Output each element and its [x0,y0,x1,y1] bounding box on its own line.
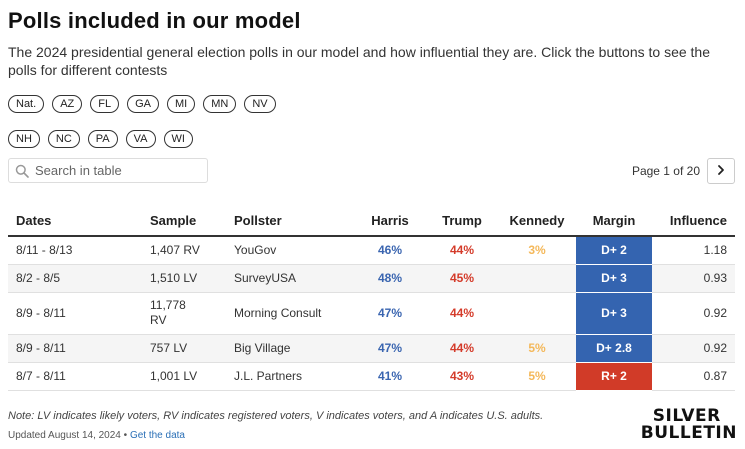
column-header-sample[interactable]: Sample [142,205,226,237]
page-title: Polls included in our model [8,8,301,33]
cell-pollster: J.L. Partners [226,362,354,391]
cell-dates: 8/9 - 8/11 [8,334,142,363]
cell-kennedy: 5% [498,334,576,363]
contest-buttons-row-2: NH NC PA VA WI [8,130,193,148]
logo-line-1: SILVER [652,406,721,426]
cell-pollster: Big Village [226,334,354,363]
footnote: Note: LV indicates likely voters, RV ind… [8,410,544,422]
cell-dates: 8/7 - 8/11 [8,362,142,391]
cell-sample: 1,407 RV [142,236,226,265]
cell-influence: 1.18 [652,236,735,265]
next-page-button[interactable] [707,158,735,184]
contest-button-fl[interactable]: FL [90,95,120,113]
table-row: 8/2 - 8/5 1,510 LV SurveyUSA 48% 45% D+ … [8,264,735,293]
contest-button-ga[interactable]: GA [127,95,159,113]
contest-button-wi[interactable]: WI [163,130,193,148]
table-row: 8/11 - 8/13 1,407 RV YouGov 46% 44% 3% D… [8,236,735,265]
cell-pollster: SurveyUSA [226,264,354,293]
cell-harris: 47% [354,292,426,335]
cell-margin: D+ 2.8 [576,334,652,363]
cell-kennedy: 3% [498,236,576,265]
cell-harris: 48% [354,264,426,293]
cell-sample: 1,001 LV [142,362,226,391]
contest-button-mi[interactable]: MI [167,95,196,113]
table-search [8,158,208,183]
page-indicator: Page 1 of 20 [631,164,700,178]
cell-influence: 0.92 [652,292,735,335]
column-header-margin[interactable]: Margin [576,205,652,237]
table-row: 8/9 - 8/11 11,778 RV Morning Consult 47%… [8,292,735,335]
contest-button-mn[interactable]: MN [203,95,237,113]
polls-table: Dates Sample Pollster Harris Trump Kenne… [8,205,735,391]
cell-pollster: YouGov [226,236,354,265]
cell-margin: D+ 3 [576,264,652,293]
updated-line: Updated August 14, 2024 • Get the data [8,430,185,441]
cell-influence: 0.87 [652,362,735,391]
chevron-right-icon [716,164,726,179]
cell-dates: 8/11 - 8/13 [8,236,142,265]
cell-dates: 8/2 - 8/5 [8,264,142,293]
contest-button-nat[interactable]: Nat. [8,95,45,113]
separator: • [120,430,130,441]
pagination: Page 1 of 20 [632,158,735,184]
cell-sample: 11,778 RV [142,292,226,335]
contest-button-nv[interactable]: NV [244,95,276,113]
get-data-link[interactable]: Get the data [129,430,185,441]
table-header-row: Dates Sample Pollster Harris Trump Kenne… [8,205,735,237]
cell-trump: 44% [426,334,498,363]
cell-influence: 0.93 [652,264,735,293]
search-icon [9,164,35,178]
contest-button-az[interactable]: AZ [52,95,83,113]
cell-margin: D+ 3 [576,292,652,335]
column-header-harris[interactable]: Harris [354,205,426,237]
cell-harris: 47% [354,334,426,363]
cell-pollster: Morning Consult [226,292,354,335]
contest-button-va[interactable]: VA [125,130,156,148]
cell-influence: 0.92 [652,334,735,363]
cell-sample: 757 LV [142,334,226,363]
column-header-pollster[interactable]: Pollster [226,205,354,237]
cell-dates: 8/9 - 8/11 [8,292,142,335]
cell-trump: 44% [426,236,498,265]
cell-harris: 41% [354,362,426,391]
page-subtitle: The 2024 presidential general election p… [8,44,710,78]
cell-kennedy: 5% [498,362,576,391]
updated-date: Updated August 14, 2024 [8,430,121,441]
cell-harris: 46% [354,236,426,265]
cell-margin: D+ 2 [576,236,652,265]
cell-trump: 44% [426,292,498,335]
table-row: 8/9 - 8/11 757 LV Big Village 47% 44% 5%… [8,334,735,363]
column-header-dates[interactable]: Dates [8,205,142,237]
contest-button-nh[interactable]: NH [8,130,40,148]
column-header-influence[interactable]: Influence [652,205,735,237]
cell-trump: 43% [426,362,498,391]
cell-kennedy [498,292,576,335]
contest-buttons-row-1: Nat. AZ FL GA MI MN NV [8,95,276,113]
cell-trump: 45% [426,264,498,293]
cell-sample-text: 11,778 RV [150,298,186,327]
cell-margin: R+ 2 [576,362,652,391]
column-header-kennedy[interactable]: Kennedy [498,205,576,237]
table-row: 8/7 - 8/11 1,001 LV J.L. Partners 41% 43… [8,362,735,391]
cell-kennedy [498,264,576,293]
logo-line-2: BULLETIN [640,423,737,443]
silver-bulletin-logo: SILVER BULLETIN [641,408,737,442]
contest-button-nc[interactable]: NC [47,130,80,148]
search-input[interactable] [35,163,200,178]
contest-button-pa[interactable]: PA [87,130,118,148]
cell-sample: 1,510 LV [142,264,226,293]
column-header-trump[interactable]: Trump [426,205,498,237]
